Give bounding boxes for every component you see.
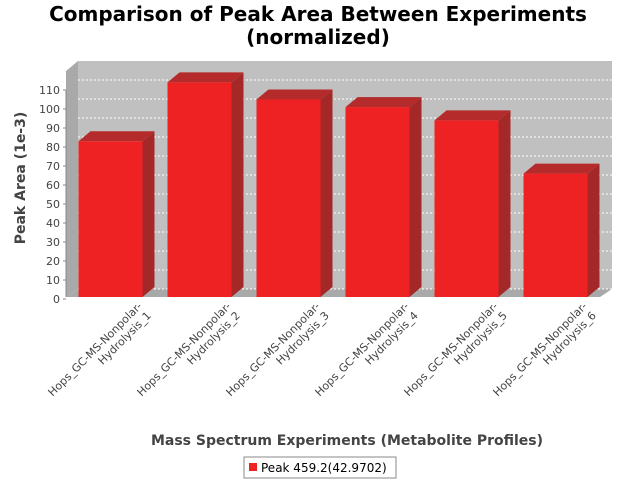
x-axis-categories: Hops_GC-MS-Nonpolar-Hydrolysis_1Hops_GC-…	[46, 300, 599, 399]
bar-top	[523, 163, 600, 174]
y-axis: 0 10 20 30 40 50 60 70 80 90 100 110	[39, 79, 612, 306]
legend-swatch	[249, 463, 257, 471]
y-tick-label: 30	[46, 236, 60, 249]
bar-front	[256, 99, 321, 297]
bar-front	[434, 120, 499, 298]
bar-side	[320, 89, 333, 297]
legend: Peak 459.2(42.9702)	[243, 456, 397, 479]
y-tick-label: 90	[46, 122, 60, 135]
plot-left-wall	[66, 61, 78, 297]
bar-side	[587, 163, 600, 297]
bar-top	[345, 97, 422, 108]
y-tick-label: 40	[46, 217, 60, 230]
y-tick-label: 0	[53, 293, 60, 306]
y-tick-label: 10	[46, 274, 60, 287]
y-tick-label: 60	[46, 179, 60, 192]
bar	[523, 163, 600, 297]
y-tick-label: 70	[46, 160, 60, 173]
chart-title-line-1: Comparison of Peak Area Between Experime…	[49, 2, 587, 26]
bar-top	[167, 72, 244, 83]
y-tick-label: 50	[46, 198, 60, 211]
bar-side	[142, 131, 155, 297]
bar-top	[78, 131, 155, 142]
y-tick-label: 80	[46, 141, 60, 154]
bar-side	[409, 97, 422, 297]
chart-title-line-2: (normalized)	[246, 25, 390, 49]
legend-box	[243, 456, 397, 479]
y-tick-label: 20	[46, 255, 60, 268]
bar-front	[78, 141, 143, 297]
y-tick-label: 110	[39, 84, 60, 97]
bar-top	[434, 110, 511, 121]
bar	[167, 72, 244, 298]
bar-top	[256, 89, 333, 100]
bar	[345, 97, 422, 297]
bar	[434, 110, 511, 298]
bar-front	[523, 173, 588, 297]
bar	[256, 89, 333, 297]
y-axis-title: Peak Area (1e-3)	[13, 112, 29, 245]
bar-front	[345, 107, 410, 297]
bar	[78, 131, 155, 297]
bars	[78, 72, 600, 298]
bar-side	[231, 72, 244, 298]
legend-label: Peak 459.2(42.9702)	[261, 461, 387, 475]
bar-front	[167, 82, 232, 298]
bar-side	[498, 110, 511, 298]
y-tick-label: 100	[39, 103, 60, 116]
x-axis-title: Mass Spectrum Experiments (Metabolite Pr…	[151, 433, 543, 449]
